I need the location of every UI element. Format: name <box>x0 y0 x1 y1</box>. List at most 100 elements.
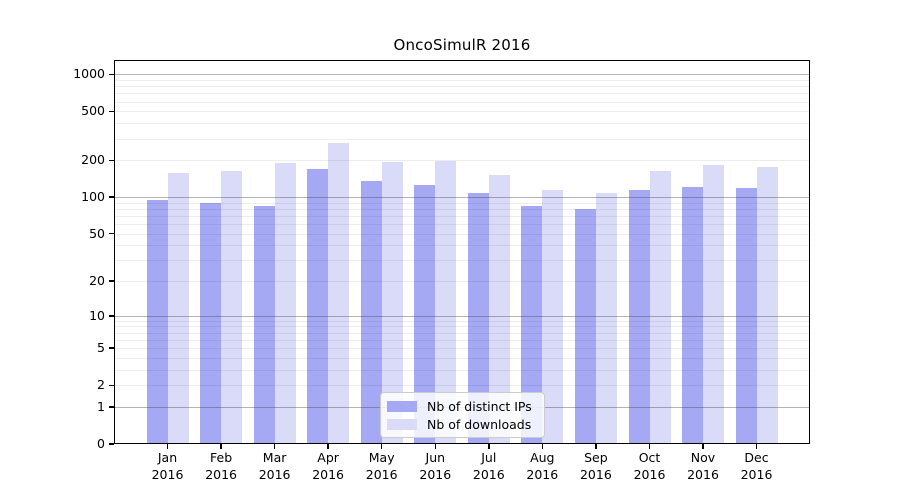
gridline-minor <box>114 332 810 334</box>
bar-jun-distinct-ips <box>414 184 436 444</box>
gridline-minor <box>114 224 810 226</box>
x-tick-label-month: Oct <box>638 450 661 465</box>
x-tick <box>595 444 597 449</box>
gridline-minor <box>114 160 810 162</box>
y-tick <box>109 110 114 113</box>
x-tick-label: May 2016 <box>352 450 412 483</box>
gridline-minor <box>114 339 810 341</box>
x-tick-label: Nov 2016 <box>673 450 733 483</box>
x-tick-label: Apr 2016 <box>298 450 358 483</box>
y-tick-label: 500 <box>81 103 105 119</box>
y-tick-label: 50 <box>89 225 105 241</box>
x-tick-label-month: Nov <box>690 450 716 465</box>
bar-oct-downloads <box>649 171 671 444</box>
bar-aug-downloads <box>542 190 564 444</box>
y-tick-label: 100 <box>81 189 105 205</box>
y-tick <box>109 73 114 76</box>
gridline-minor <box>114 80 810 81</box>
plot-area <box>114 60 810 444</box>
x-tick-label: Feb 2016 <box>191 450 251 483</box>
x-tick-label-year: 2016 <box>151 466 184 482</box>
x-tick-label-month: Aug <box>530 450 555 465</box>
x-tick-label-month: Jun <box>425 450 446 465</box>
legend: Nb of distinct IPs Nb of downloads <box>380 392 545 438</box>
y-tick <box>109 232 114 235</box>
bar-mar-downloads <box>274 163 296 444</box>
gridline-minor <box>114 138 810 140</box>
y-tick-label: 20 <box>89 273 105 289</box>
x-tick-label-year: 2016 <box>740 466 773 482</box>
bar-sep-downloads <box>595 193 617 444</box>
gridline-minor <box>114 320 810 322</box>
y-tick <box>109 315 114 317</box>
x-tick-label-year: 2016 <box>419 466 452 482</box>
bar-may-downloads <box>381 161 403 444</box>
legend-swatch-distinct-ips <box>387 400 417 412</box>
x-tick <box>702 444 704 449</box>
y-tick-label: 5 <box>97 340 105 356</box>
x-tick-label: Sep 2016 <box>566 450 626 483</box>
bar-jan-distinct-ips <box>146 199 168 444</box>
bar-jan-downloads <box>167 172 189 444</box>
bar-nov-distinct-ips <box>682 187 703 444</box>
y-tick-label: 1 <box>97 398 105 414</box>
x-tick-label: Mar 2016 <box>245 450 305 483</box>
gridline-minor <box>114 357 810 359</box>
x-tick-label-year: 2016 <box>312 466 344 482</box>
x-tick <box>220 444 222 449</box>
legend-item-distinct-ips: Nb of distinct IPs <box>387 398 536 414</box>
bar-dec-distinct-ips <box>735 187 757 444</box>
x-tick-label-month: May <box>368 450 395 465</box>
x-tick <box>755 444 758 449</box>
legend-label-distinct-ips: Nb of distinct IPs <box>427 398 532 414</box>
x-tick <box>434 444 436 449</box>
bar-jun-downloads <box>435 161 457 444</box>
x-tick-label: Jul 2016 <box>459 450 519 483</box>
gridline-minor <box>114 260 810 262</box>
x-tick-label-month: Feb <box>210 450 233 465</box>
gridline-minor <box>114 233 810 235</box>
x-tick-label-year: 2016 <box>258 466 291 482</box>
x-tick-label-year: 2016 <box>687 466 719 482</box>
x-tick-label-year: 2016 <box>472 466 505 482</box>
gridline-minor <box>114 208 810 210</box>
x-tick-label-year: 2016 <box>205 466 237 482</box>
x-tick <box>166 444 169 449</box>
legend-swatch-downloads <box>387 418 417 430</box>
x-tick-label-year: 2016 <box>365 466 398 482</box>
bar-feb-distinct-ips <box>200 202 221 444</box>
x-tick <box>273 444 276 449</box>
y-tick-label: 200 <box>81 152 105 168</box>
x-tick-label-month: Sep <box>584 450 608 465</box>
y-tick-label: 2 <box>97 377 105 393</box>
y-tick-label: 0 <box>97 436 105 451</box>
bar-aug-distinct-ips <box>521 205 543 444</box>
y-tick <box>109 406 114 408</box>
y-tick <box>109 443 114 445</box>
x-tick <box>541 444 544 449</box>
gridline-minor <box>114 202 810 204</box>
x-tick <box>327 444 329 449</box>
x-tick-label-month: Mar <box>262 450 287 465</box>
gridline-minor <box>114 86 810 88</box>
y-tick <box>109 280 114 282</box>
x-tick-label-month: Dec <box>744 450 769 465</box>
x-tick-label-month: Apr <box>317 450 339 465</box>
y-tick-label: 10 <box>89 307 105 323</box>
bar-mar-distinct-ips <box>253 205 275 444</box>
bar-apr-downloads <box>328 142 350 444</box>
x-tick-label: Oct 2016 <box>620 450 680 483</box>
bar-may-distinct-ips <box>360 180 382 444</box>
y-tick <box>109 159 114 161</box>
bar-nov-downloads <box>703 165 724 444</box>
gridline-minor <box>114 245 810 247</box>
x-tick-label: Jun 2016 <box>405 450 465 483</box>
bar-apr-distinct-ips <box>307 168 329 444</box>
gridline-minor <box>114 101 810 103</box>
gridline-minor <box>114 111 810 113</box>
x-tick-label: Dec 2016 <box>727 450 787 483</box>
bar-oct-distinct-ips <box>628 190 650 444</box>
legend-label-downloads: Nb of downloads <box>427 416 532 432</box>
gridline-major <box>114 315 810 317</box>
